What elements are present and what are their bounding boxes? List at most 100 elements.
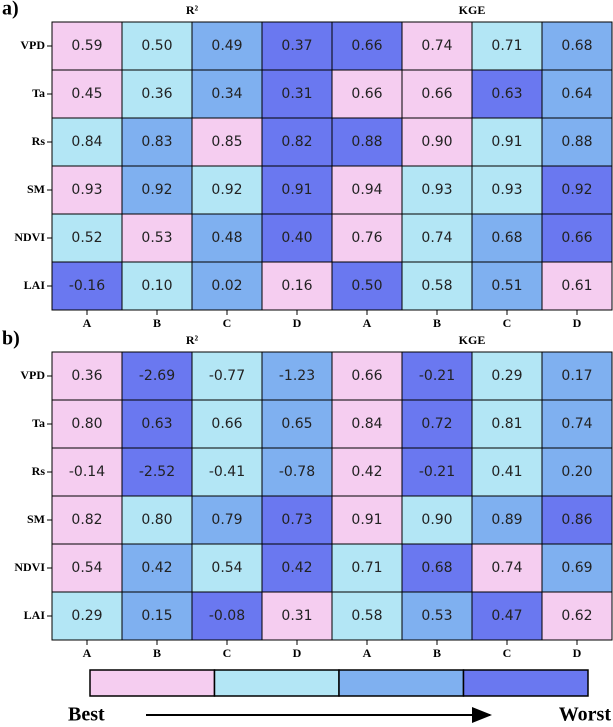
cell-value: 0.90 [421,512,452,528]
cell [541,117,613,167]
cell-value: 0.59 [71,38,102,54]
cell-value: 0.80 [141,512,172,528]
cell-value: 0.52 [71,230,102,246]
cell-value: 0.53 [421,608,452,624]
cell [51,213,123,263]
cell-value: 0.74 [561,416,592,432]
col-label: D [573,316,582,330]
cell [261,591,333,641]
cell-value: 0.74 [421,38,452,54]
cell-value: -0.77 [209,368,245,384]
cell-value: 0.54 [71,560,102,576]
cell-value: 0.36 [141,86,172,102]
cell-value: 0.91 [491,134,522,150]
cell-value: 0.66 [211,416,242,432]
cell-value: 0.10 [141,278,172,294]
cell-value: 0.45 [71,86,102,102]
col-label: D [293,316,302,330]
row-label: Rs [32,464,46,478]
cell-value: 0.91 [281,182,312,198]
cell [261,21,333,71]
cell-value: 0.92 [561,182,592,198]
row-label: SM [27,512,45,526]
cell-value: 0.31 [281,86,312,102]
cell [541,447,613,497]
cell [191,165,263,215]
panel-label: a) [2,0,19,20]
cell-value: 0.66 [351,86,382,102]
cell [261,351,333,401]
cell [261,117,333,167]
cell-value: 0.17 [561,368,592,384]
cell [191,351,263,401]
cell-value: 0.36 [71,368,102,384]
row-label: VPD [20,368,45,382]
cell [401,165,473,215]
cell [121,21,193,71]
row-label: Ta [32,416,45,430]
col-label: C [223,316,232,330]
cell-value: 0.94 [351,182,382,198]
cell [261,447,333,497]
col-label: C [223,646,232,660]
cell [191,261,263,311]
cell [51,543,123,593]
col-label: D [573,646,582,660]
col-label: C [503,646,512,660]
col-label: D [293,646,302,660]
cell [191,399,263,449]
cell-value: 0.31 [281,608,312,624]
legend-swatch [213,669,340,697]
row-label: NDVI [14,230,45,244]
cell [541,351,613,401]
cell-value: 0.37 [281,38,312,54]
col-label: B [433,646,441,660]
cell [541,399,613,449]
cell [121,261,193,311]
cell-value: 0.20 [561,464,592,480]
cell [331,69,403,119]
cell-value: 0.58 [421,278,452,294]
row-label: Rs [32,134,46,148]
cell-value: 0.83 [141,134,172,150]
cell [51,351,123,401]
row-label: NDVI [14,560,45,574]
cell-value: 0.58 [351,608,382,624]
cell-value: 0.68 [421,560,452,576]
cell [121,165,193,215]
cell [331,261,403,311]
cell [401,447,473,497]
col-label: A [83,646,92,660]
cell-value: 0.66 [351,368,382,384]
legend-swatch [89,669,216,697]
cell [331,591,403,641]
cell-value: 0.84 [351,416,382,432]
cell-value: 0.68 [561,38,592,54]
cell [261,213,333,263]
cell-value: 0.79 [211,512,242,528]
cell [191,117,263,167]
cell-value: 0.73 [281,512,312,528]
cell-value: 0.89 [491,512,522,528]
cell-value: -0.41 [209,464,245,480]
cell [191,213,263,263]
cell-value: 0.88 [561,134,592,150]
cell-value: 0.80 [71,416,102,432]
cell-value: -0.08 [209,608,245,624]
cell [121,117,193,167]
col-label: A [363,646,372,660]
cell-value: 0.29 [491,368,522,384]
cell [51,69,123,119]
group-header: R² [186,333,199,347]
legend-start: Best [68,704,105,726]
cell-value: 0.47 [491,608,522,624]
cell-value: 0.66 [351,38,382,54]
cell-value: 0.81 [491,416,522,432]
cell-value: 0.64 [561,86,592,102]
legend-swatch [338,669,465,697]
panel-label: b) [2,328,20,350]
cell-value: 0.49 [211,38,242,54]
cell-value: 0.93 [71,182,102,198]
cell [331,351,403,401]
